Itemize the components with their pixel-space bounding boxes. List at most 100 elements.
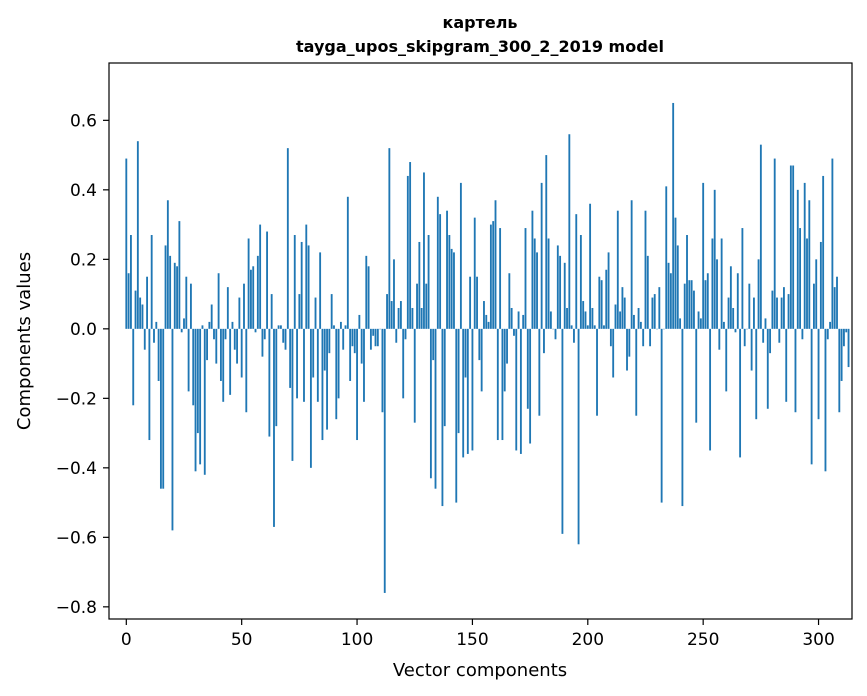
bar: [183, 318, 185, 329]
bar: [660, 328, 663, 503]
bar: [819, 241, 822, 329]
bar: [372, 328, 375, 336]
bar: [667, 262, 670, 329]
bar: [727, 297, 730, 329]
bar: [196, 328, 199, 434]
bar: [155, 321, 158, 329]
bar: [503, 328, 506, 392]
bar: [559, 255, 562, 329]
bar: [672, 102, 675, 329]
bar: [166, 200, 169, 329]
x-tick-label: 50: [231, 630, 253, 650]
bar: [757, 259, 760, 329]
bar: [420, 307, 423, 329]
bar: [233, 328, 236, 350]
bar: [762, 328, 765, 343]
bar: [189, 283, 192, 329]
bar: [570, 325, 573, 329]
bar: [736, 273, 739, 329]
y-tick-label: −0.4: [56, 459, 97, 479]
bar: [346, 196, 349, 329]
bar: [236, 328, 238, 364]
bar: [238, 297, 241, 329]
y-tick-label: −0.8: [56, 598, 97, 618]
bar: [312, 328, 315, 378]
bar: [603, 325, 605, 329]
plot-frame: [108, 62, 853, 620]
bar: [423, 172, 425, 329]
bar: [127, 273, 130, 329]
bar: [556, 245, 559, 329]
bar: [619, 311, 622, 329]
bar: [339, 321, 342, 329]
bar: [584, 311, 587, 329]
bar: [360, 328, 363, 364]
bar: [600, 280, 603, 329]
bar: [485, 314, 488, 329]
bar: [519, 328, 522, 454]
y-tick-label: 0.0: [70, 320, 97, 340]
bar: [665, 186, 668, 329]
bar: [171, 328, 174, 531]
bar: [298, 294, 301, 329]
bar: [579, 235, 582, 329]
bar: [785, 328, 788, 402]
bar: [365, 255, 368, 329]
bar: [741, 228, 744, 329]
bar: [427, 235, 430, 329]
bar: [644, 210, 647, 329]
bar: [769, 328, 772, 354]
bar: [702, 182, 705, 329]
bar: [771, 290, 774, 329]
bar: [635, 328, 638, 416]
bar: [725, 328, 728, 392]
bar: [533, 238, 536, 329]
bar: [838, 328, 841, 413]
x-axis: 0 50 100 150 200 250 300: [121, 619, 835, 650]
x-tick-label: 150: [456, 630, 488, 650]
bar: [815, 259, 818, 329]
bar: [847, 328, 850, 368]
bar: [554, 328, 557, 340]
bar: [169, 255, 172, 329]
bar: [732, 307, 735, 329]
bar: [141, 304, 144, 329]
bar: [614, 304, 617, 329]
bar: [279, 325, 282, 329]
bar: [319, 252, 322, 329]
bar: [476, 276, 478, 329]
bar: [231, 321, 234, 329]
y-tick-label: 0.2: [70, 250, 97, 270]
bar: [376, 328, 379, 347]
bar: [478, 328, 481, 361]
bar: [496, 328, 499, 441]
bar: [480, 328, 483, 392]
bar: [538, 328, 541, 416]
bar: [448, 235, 451, 329]
bar: [755, 328, 758, 420]
bar: [453, 252, 455, 329]
bar: [836, 276, 838, 329]
bar: [277, 325, 280, 329]
bar: [739, 328, 742, 458]
bar: [808, 200, 811, 329]
bar: [219, 328, 222, 381]
bar: [386, 294, 388, 329]
bar: [256, 255, 259, 329]
bar: [342, 328, 345, 350]
bar: [187, 328, 190, 392]
bar: [522, 314, 525, 329]
bar: [806, 238, 808, 329]
bar: [356, 328, 358, 441]
bar: [289, 328, 292, 388]
bar: [789, 165, 792, 329]
bar: [213, 328, 215, 340]
bar: [194, 328, 197, 472]
bar: [766, 328, 769, 409]
bar: [695, 328, 698, 423]
bar: [132, 328, 135, 406]
bar: [349, 328, 352, 381]
bar: [734, 328, 737, 333]
bar: [686, 235, 688, 329]
